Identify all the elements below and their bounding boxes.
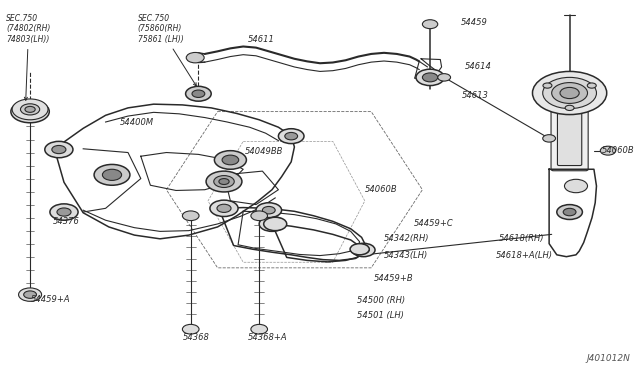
Circle shape	[588, 83, 596, 88]
Circle shape	[214, 151, 246, 169]
Text: 54368+A: 54368+A	[248, 333, 287, 342]
FancyBboxPatch shape	[557, 98, 582, 166]
Circle shape	[214, 176, 234, 187]
Text: 54618+A(LH): 54618+A(LH)	[496, 251, 553, 260]
Circle shape	[543, 77, 596, 109]
Text: 54459: 54459	[461, 18, 488, 27]
Circle shape	[565, 105, 574, 110]
Circle shape	[422, 20, 438, 29]
Circle shape	[416, 69, 444, 86]
Circle shape	[192, 90, 205, 97]
Text: 54368: 54368	[182, 333, 209, 342]
Circle shape	[285, 132, 298, 140]
Text: 54342(RH): 54342(RH)	[384, 234, 429, 243]
Text: SEC.750
(75860(RH)
75861 (LH)): SEC.750 (75860(RH) 75861 (LH))	[138, 14, 196, 86]
Circle shape	[264, 217, 287, 231]
Circle shape	[352, 243, 375, 257]
Text: 54060B: 54060B	[602, 146, 634, 155]
Text: 54459+A: 54459+A	[31, 295, 70, 304]
Text: 54343(LH): 54343(LH)	[384, 251, 428, 260]
Circle shape	[552, 83, 588, 103]
Circle shape	[25, 106, 35, 112]
Text: 54614: 54614	[465, 62, 492, 71]
Circle shape	[20, 106, 40, 118]
Circle shape	[563, 208, 576, 216]
Circle shape	[50, 204, 78, 220]
Circle shape	[52, 145, 66, 154]
Circle shape	[222, 155, 239, 165]
Circle shape	[600, 146, 616, 155]
Circle shape	[532, 71, 607, 115]
Circle shape	[266, 220, 278, 228]
Circle shape	[251, 211, 268, 221]
Text: 54459+C: 54459+C	[413, 219, 453, 228]
Circle shape	[186, 86, 211, 101]
Circle shape	[24, 291, 36, 298]
Circle shape	[45, 141, 73, 158]
Text: J401012N: J401012N	[586, 354, 630, 363]
Circle shape	[210, 200, 238, 217]
Circle shape	[350, 244, 369, 255]
Circle shape	[20, 104, 40, 115]
Circle shape	[438, 74, 451, 81]
Circle shape	[259, 217, 285, 231]
Text: 54618(RH): 54618(RH)	[499, 234, 545, 243]
Circle shape	[251, 324, 268, 334]
Text: SEC.750
(74802(RH)
74803(LH)): SEC.750 (74802(RH) 74803(LH))	[6, 14, 51, 100]
Circle shape	[12, 99, 48, 120]
Text: 54611: 54611	[248, 35, 275, 44]
Text: 54459+B: 54459+B	[374, 274, 413, 283]
FancyBboxPatch shape	[551, 93, 588, 171]
Circle shape	[560, 87, 579, 99]
Circle shape	[358, 247, 369, 253]
Circle shape	[422, 73, 438, 82]
Circle shape	[182, 211, 199, 221]
Circle shape	[102, 169, 122, 180]
Circle shape	[182, 324, 199, 334]
Text: 54613: 54613	[462, 91, 489, 100]
Circle shape	[557, 205, 582, 219]
Circle shape	[219, 179, 229, 185]
Text: 54400M: 54400M	[120, 118, 154, 127]
Text: 54501 (LH): 54501 (LH)	[357, 311, 404, 320]
Text: 54060B: 54060B	[365, 185, 397, 194]
Text: 54376: 54376	[52, 217, 79, 226]
Circle shape	[94, 164, 130, 185]
Circle shape	[57, 208, 71, 216]
Circle shape	[262, 206, 275, 214]
Circle shape	[278, 129, 304, 144]
Circle shape	[186, 52, 204, 63]
Circle shape	[206, 171, 242, 192]
Text: 54500 (RH): 54500 (RH)	[357, 296, 405, 305]
Circle shape	[564, 179, 588, 193]
Circle shape	[19, 288, 42, 301]
Circle shape	[217, 204, 231, 212]
Circle shape	[543, 135, 556, 142]
Text: 54049BB: 54049BB	[244, 147, 283, 156]
Circle shape	[256, 203, 282, 218]
Circle shape	[11, 100, 49, 123]
Circle shape	[543, 83, 552, 88]
